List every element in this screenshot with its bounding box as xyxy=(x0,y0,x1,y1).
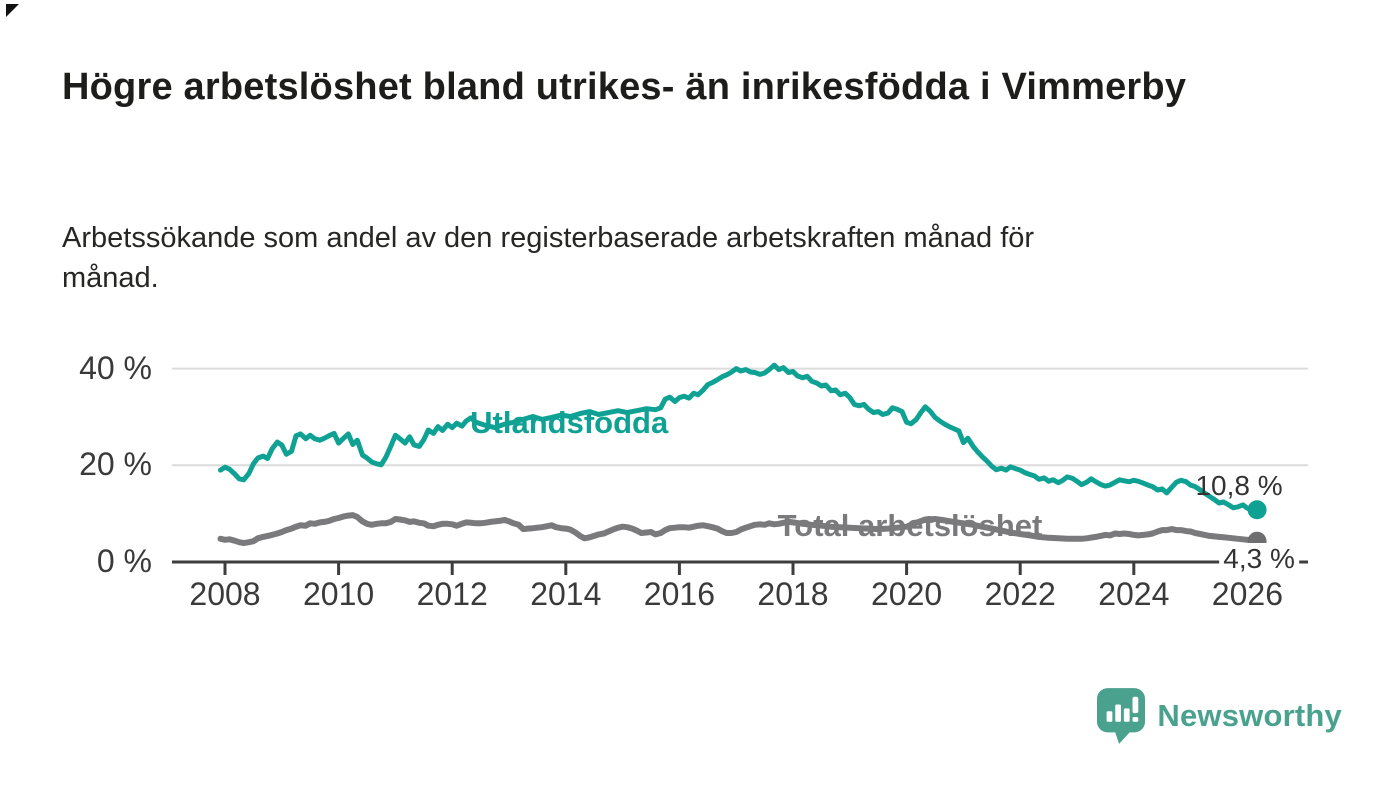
x-axis-label-2008: 2008 xyxy=(189,576,261,612)
series-label-total: Total arbetslöshet xyxy=(777,508,1043,544)
page-subtitle: Arbetssökande som andel av den registerb… xyxy=(62,222,1035,295)
x-axis-label-2020: 2020 xyxy=(871,576,943,612)
y-axis-label-40: 40 % xyxy=(79,349,152,386)
y-axis-label-20: 20 % xyxy=(79,446,152,483)
x-axis-label-2010: 2010 xyxy=(303,576,375,612)
brand-footer: Newsworthy xyxy=(1097,684,1342,748)
x-axis-label-2024: 2024 xyxy=(1098,576,1170,612)
newsworthy-logo-icon xyxy=(1097,688,1146,744)
series-label-utlandsfodda: Utlandsfödda xyxy=(470,405,669,441)
corner-mark xyxy=(6,4,19,17)
x-axis-label-2016: 2016 xyxy=(643,576,715,612)
series-end-dot-utlandsfodda xyxy=(1247,500,1267,520)
end-value-label-total: 4,3 % xyxy=(1219,543,1299,576)
page-title: Högre arbetslöshet bland utrikes- än inr… xyxy=(62,66,1187,108)
x-axis-label-2026: 2026 xyxy=(1211,576,1283,612)
brand-name: Newsworthy xyxy=(1157,698,1342,733)
x-axis-label-2022: 2022 xyxy=(984,576,1056,612)
x-axis-label-2014: 2014 xyxy=(530,576,602,612)
series-line-utlandsfodda xyxy=(218,362,1260,513)
x-axis-label-2018: 2018 xyxy=(757,576,829,612)
end-value-label-utlandsfodda: 10,8 % xyxy=(1195,469,1283,501)
series-line-total xyxy=(217,512,1261,547)
y-axis-label-0: 0 % xyxy=(96,543,152,579)
x-axis-label-2012: 2012 xyxy=(416,576,488,612)
